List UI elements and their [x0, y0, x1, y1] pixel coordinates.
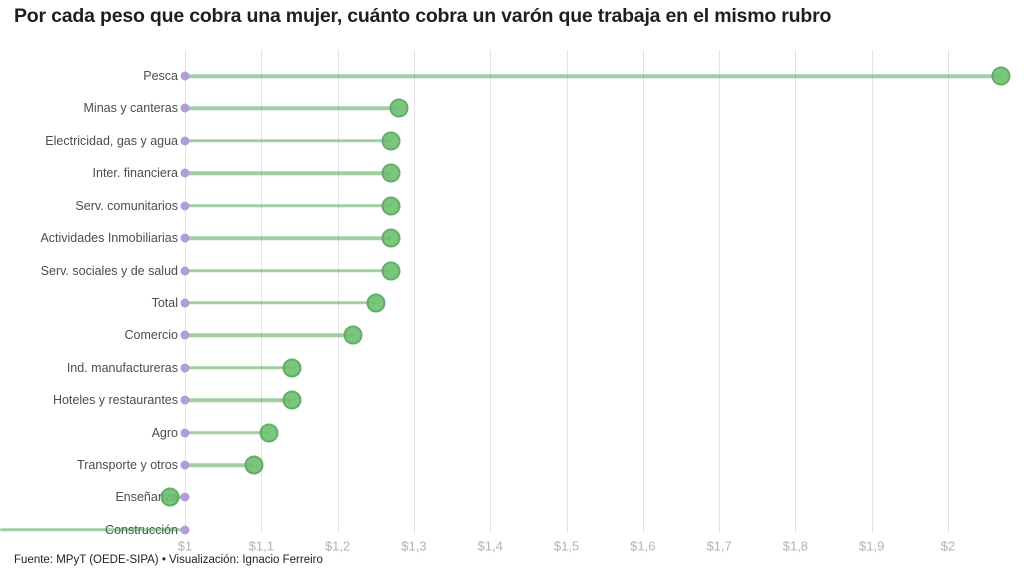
x-gridline [795, 50, 797, 533]
x-axis-tick-label: $1 [177, 538, 193, 554]
x-axis-tick-label: $1,5 [553, 538, 580, 554]
value-dot [381, 196, 401, 216]
category-label: Inter. financiera [92, 166, 178, 181]
lollipop-stem [185, 333, 353, 338]
value-dot [381, 228, 401, 248]
x-axis-tick-label: $1,4 [477, 538, 503, 554]
value-dot [366, 293, 386, 313]
baseline-dot [180, 233, 190, 243]
baseline-dot [180, 136, 190, 146]
lollipop-stem [185, 171, 391, 175]
lollipop-stem [185, 366, 292, 370]
value-dot [381, 261, 401, 281]
category-label: Pesca [143, 69, 178, 83]
lollipop-stem [185, 463, 254, 467]
baseline-dot [180, 266, 190, 276]
lollipop-stem [185, 398, 292, 402]
baseline-dot [180, 363, 190, 373]
x-axis-tick-label: $2 [940, 538, 956, 554]
baseline-dot [180, 71, 190, 81]
lollipop-stem [185, 430, 269, 435]
chart-title: Por cada peso que cobra una mujer, cuánt… [14, 5, 832, 27]
lollipop-stem [185, 106, 399, 111]
baseline-dot [180, 492, 190, 502]
x-gridline [337, 50, 339, 533]
value-dot [244, 455, 264, 475]
value-dot [991, 66, 1011, 86]
x-axis-tick-label: $1,1 [248, 538, 274, 554]
x-gridline [490, 50, 492, 533]
source-credit: Fuente: MPyT (OEDE-SIPA) • Visualización… [14, 554, 323, 566]
lollipop-stem [185, 236, 391, 240]
category-label: Transporte y otros [77, 458, 178, 473]
category-label: Agro [151, 425, 178, 440]
x-gridline [185, 50, 186, 533]
baseline-dot [180, 201, 190, 211]
category-label: Minas y canteras [83, 101, 178, 116]
lollipop-stem [185, 268, 391, 273]
baseline-dot [180, 103, 190, 113]
lollipop-stem [185, 203, 391, 208]
lollipop-stem [185, 301, 376, 305]
baseline-dot [180, 330, 190, 340]
category-label: Hoteles y restaurantes [52, 393, 178, 408]
baseline-dot [180, 395, 190, 405]
baseline-dot [180, 168, 190, 178]
x-gridline [871, 50, 873, 533]
lollipop-stem [185, 74, 1002, 78]
baseline-dot [180, 525, 190, 535]
value-dot [343, 325, 363, 345]
x-axis-tick-label: $1,8 [782, 538, 809, 554]
value-dot [160, 487, 180, 507]
baseline-dot [180, 428, 190, 438]
value-dot [282, 390, 302, 410]
category-label: Ind. manufactureras [66, 360, 178, 375]
x-gridline [261, 50, 263, 533]
lollipop-stem [0, 528, 185, 532]
x-axis-tick-label: $1,7 [706, 538, 732, 554]
x-gridline [948, 50, 949, 533]
baseline-dot [180, 298, 190, 308]
category-label: Serv. comunitarios [75, 198, 178, 213]
x-axis-tick-label: $1,2 [324, 538, 351, 554]
value-dot [381, 163, 401, 183]
x-gridline [642, 50, 644, 533]
lollipop-stem [185, 139, 391, 143]
x-gridline [719, 50, 721, 533]
x-gridline [566, 50, 568, 533]
baseline-dot [180, 460, 190, 470]
x-gridline [413, 50, 415, 533]
value-dot [389, 98, 409, 118]
category-label: Actividades Inmobiliarias [40, 231, 178, 246]
x-axis-tick-label: $1,6 [630, 538, 656, 554]
category-label: Electricidad, gas y agua [45, 133, 178, 148]
category-label: Total [151, 295, 178, 310]
category-label: Comercio [124, 328, 179, 343]
value-dot [282, 358, 302, 378]
category-label: Serv. sociales y de salud [40, 263, 178, 278]
x-axis-tick-label: $1,9 [859, 538, 885, 554]
value-dot [381, 131, 401, 151]
value-dot [259, 423, 279, 443]
x-axis-tick-label: $1,3 [401, 538, 427, 554]
